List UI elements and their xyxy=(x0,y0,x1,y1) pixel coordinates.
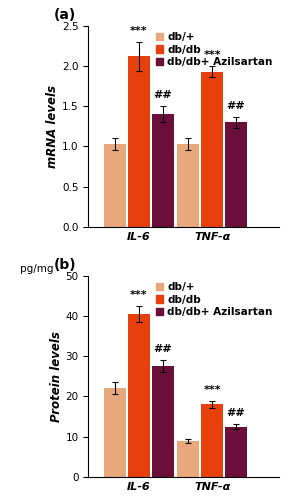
Bar xyxy=(152,114,174,227)
Legend: db/+, db/db, db/db+ Azilsartan: db/+, db/db, db/db+ Azilsartan xyxy=(155,281,274,318)
Bar xyxy=(104,388,126,477)
Bar xyxy=(225,122,247,227)
Bar xyxy=(128,314,150,477)
Text: ***: *** xyxy=(130,26,148,36)
Bar xyxy=(225,426,247,477)
Bar xyxy=(201,72,223,227)
Text: ##: ## xyxy=(154,90,172,100)
Text: pg/mg: pg/mg xyxy=(20,264,53,274)
Bar xyxy=(128,56,150,227)
Text: ***: *** xyxy=(203,50,221,60)
Text: (b): (b) xyxy=(54,258,77,272)
Bar xyxy=(152,366,174,477)
Bar xyxy=(104,144,126,227)
Text: ***: *** xyxy=(203,385,221,395)
Text: ##: ## xyxy=(227,408,245,418)
Y-axis label: Protein levels: Protein levels xyxy=(50,331,63,422)
Text: ##: ## xyxy=(227,100,245,110)
Text: ***: *** xyxy=(130,290,148,300)
Bar xyxy=(177,440,199,477)
Text: (a): (a) xyxy=(54,8,76,22)
Legend: db/+, db/db, db/db+ Azilsartan: db/+, db/db, db/db+ Azilsartan xyxy=(155,31,274,68)
Y-axis label: mRNA levels: mRNA levels xyxy=(46,85,59,168)
Bar xyxy=(201,404,223,477)
Bar xyxy=(177,144,199,227)
Text: ##: ## xyxy=(154,344,172,354)
